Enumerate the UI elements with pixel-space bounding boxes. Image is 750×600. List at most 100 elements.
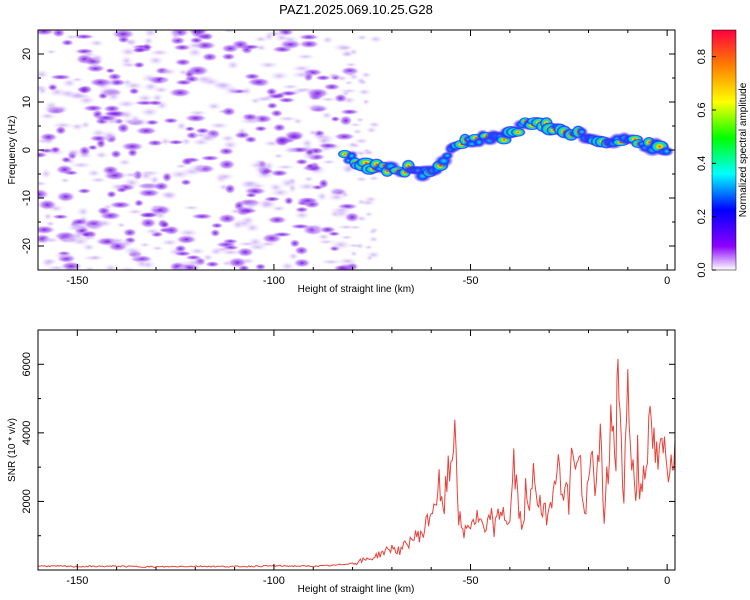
spectrogram-noise-blob	[316, 233, 331, 241]
spectrogram-noise-blob	[102, 204, 114, 210]
spectrogram-noise-blob	[84, 266, 96, 270]
spectrogram-noise-blob	[339, 108, 360, 115]
figure-title: PAZ1.2025.069.10.25.G28	[279, 2, 433, 17]
spectrogram-noise-blob	[254, 263, 267, 270]
spectrogram-noise-blob	[207, 121, 231, 130]
spectrogram-noise-blob	[175, 120, 188, 132]
spectrogram-noise-blob	[184, 126, 196, 132]
snr-y-tick-label: 4000	[21, 421, 33, 445]
spectrogram-noise-blob	[245, 192, 258, 198]
spectrogram-noise-blob	[270, 109, 284, 118]
colorbar-gradient	[711, 29, 737, 271]
spectrogram-noise-blob	[159, 77, 171, 84]
spectrogram-noise-blob	[168, 88, 192, 98]
colorbar-tick-label: 0.6	[696, 102, 708, 117]
spectrogram-noise-blob	[116, 122, 130, 134]
spectrogram-noise-blob	[139, 106, 160, 118]
spectrogram-noise-blob	[244, 222, 261, 233]
spectrogram-noise-blob	[204, 261, 220, 268]
spectrogram-noise-blob	[38, 30, 55, 36]
spectrogram-noise-blob	[295, 53, 316, 60]
spectrogram-noise-blob	[267, 215, 288, 225]
spectrogram-noise-blob	[365, 126, 378, 134]
spectrogram-noise-blob	[186, 65, 210, 77]
spectrogram-noise-blob	[38, 85, 49, 96]
spectrogram-noise-blob	[338, 44, 353, 51]
snr-y-tick-label: 2000	[21, 489, 33, 513]
spectrogram-heatmap	[38, 30, 675, 270]
spectrogram-noise-blob	[122, 177, 142, 189]
colorbar-ticks: 0.0 0.2 0.4 0.6 0.8	[696, 49, 716, 278]
spectrogram-noise-blob	[41, 104, 66, 113]
spectrogram-noise-blob	[65, 148, 83, 157]
spectrogram-noise-blob	[321, 36, 335, 44]
spectrogram-noise-blob	[51, 30, 66, 38]
spectrogram-y-label: Frequency (Hz)	[7, 116, 18, 185]
spectrogram-noise-blob	[333, 132, 356, 141]
spectrogram-noise-blob	[146, 55, 165, 66]
spectrogram-noise-blob	[316, 191, 328, 202]
spectrogram-y-tick-label: 20	[21, 48, 33, 60]
spectrogram-noise-blob	[86, 169, 102, 178]
spectrogram-noise-blob	[88, 39, 105, 48]
spectrogram-noise-blob	[241, 113, 259, 121]
spectrogram-noise-blob	[293, 210, 311, 220]
spectrogram-x-label: Height of straight line (km)	[298, 284, 415, 295]
spectrogram-noise-blob	[94, 150, 109, 160]
spectrogram-noise-blob	[368, 235, 380, 243]
spectrogram-noise-blob	[175, 234, 198, 245]
spectrogram-noise-blob	[201, 52, 218, 62]
spectrogram-noise-blob	[135, 126, 158, 136]
spectrogram-noise-blob	[272, 123, 287, 132]
spectrogram-noise-blob	[54, 125, 67, 135]
spectrogram-noise-blob	[300, 138, 314, 149]
spectrogram-noise-blob	[355, 116, 365, 123]
spectrogram-noise-blob	[144, 227, 162, 236]
spectrogram-noise-blob	[285, 132, 304, 141]
spectrogram-noise-blob	[229, 208, 241, 215]
spectrogram-noise-blob	[287, 182, 298, 194]
spectrogram-noise-blob	[311, 223, 324, 235]
spectrogram-noise-blob	[318, 178, 329, 189]
spectrogram-noise-blob	[327, 231, 341, 237]
spectrogram-noise-blob	[210, 228, 221, 238]
spectrogram-noise-blob	[215, 172, 236, 181]
spectrogram-noise-blob	[110, 149, 122, 159]
spectrogram-noise-blob	[106, 190, 117, 199]
spectrogram-noise-blob	[133, 61, 146, 69]
spectrogram-noise-blob	[55, 164, 74, 175]
spectrogram-noise-blob	[111, 30, 135, 40]
spectrogram-noise-blob	[360, 198, 376, 207]
spectrogram-noise-blob	[352, 128, 363, 135]
spectrogram-noise-blob	[294, 245, 309, 256]
spectrogram-noise-blob	[220, 44, 240, 53]
spectrogram-noise-blob	[364, 211, 374, 218]
spectrogram-noise-blob	[339, 115, 353, 126]
spectrogram-noise-blob	[343, 80, 354, 85]
spectrogram-noise-blob	[240, 86, 253, 96]
spectrogram-noise-blob	[266, 102, 279, 110]
spectrogram-noise-blob	[38, 151, 48, 158]
spectrogram-noise-blob	[290, 70, 315, 79]
spectrogram-noise-blob	[161, 172, 173, 183]
spectrogram-noise-blob	[276, 115, 299, 122]
spectrogram-noise-blob	[126, 208, 145, 215]
spectrogram-noise-blob	[174, 79, 193, 86]
spectrogram-noise-blob	[344, 62, 358, 68]
spectrogram-noise-blob	[233, 131, 251, 139]
spectrogram-noise-blob	[353, 137, 370, 145]
spectrogram-noise-blob	[143, 36, 155, 46]
spectrogram-noise-blob	[268, 71, 290, 81]
spectrogram-noise-blob	[38, 69, 50, 80]
spectrogram-noise-blob	[320, 111, 333, 120]
spectrogram-noise-blob	[128, 87, 140, 95]
spectrogram-noise-blob	[355, 34, 369, 41]
spectrogram-noise-blob	[360, 71, 373, 79]
snr-x-tick-label: 0	[664, 575, 670, 587]
spectrogram-noise-blob	[271, 231, 293, 238]
spectrogram-noise-blob	[181, 205, 201, 211]
spectrogram-noise-blob	[199, 155, 220, 161]
snr-x-tick-label: -100	[263, 575, 285, 587]
spectrogram-noise-blob	[151, 92, 164, 103]
spectrogram-x-axis: -150 -100 -50 0	[37, 30, 670, 287]
